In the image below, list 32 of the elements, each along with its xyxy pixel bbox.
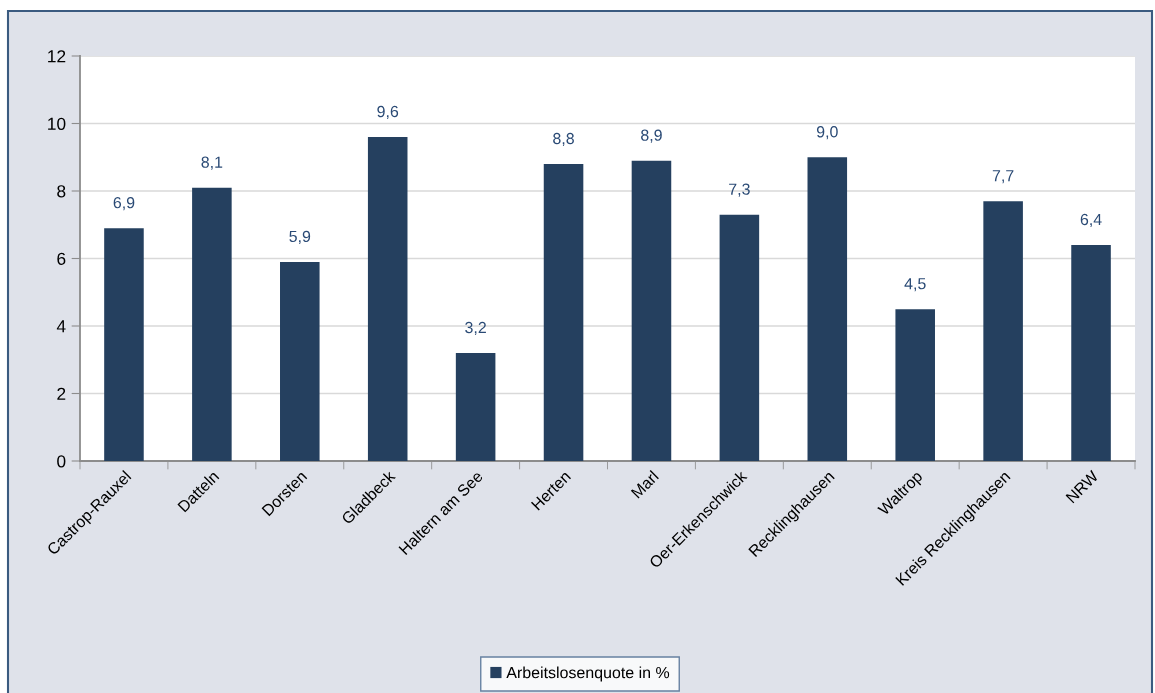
data-label: 8,9 bbox=[641, 129, 662, 143]
legend-label: Arbeitslosenquote in % bbox=[506, 666, 670, 682]
y-tick-label: 0 bbox=[57, 455, 66, 468]
data-label: 3,2 bbox=[465, 321, 486, 336]
y-tick-label: 6 bbox=[57, 252, 66, 265]
bar bbox=[104, 228, 144, 461]
bar bbox=[1071, 245, 1111, 461]
bar bbox=[895, 309, 935, 461]
y-tick-label: 4 bbox=[56, 320, 66, 333]
y-tick-label: 12 bbox=[48, 50, 66, 63]
bar bbox=[192, 187, 232, 461]
y-tick-label: 10 bbox=[48, 117, 66, 130]
bar bbox=[455, 353, 496, 461]
bar bbox=[719, 214, 760, 461]
data-label: 7,3 bbox=[729, 183, 750, 197]
bar bbox=[807, 157, 848, 461]
bar bbox=[631, 160, 672, 461]
bar bbox=[280, 261, 320, 461]
y-tick-label: 2 bbox=[57, 387, 66, 400]
data-label: 8,8 bbox=[553, 132, 574, 147]
y-tick-label: 8 bbox=[57, 185, 66, 198]
bar bbox=[543, 164, 584, 461]
data-label: 6,9 bbox=[113, 196, 135, 211]
data-label: 6,4 bbox=[1080, 213, 1102, 228]
data-label: 4,5 bbox=[904, 278, 926, 292]
data-label: 8,1 bbox=[201, 156, 223, 170]
data-label: 7,7 bbox=[992, 170, 1014, 184]
data-label: 5,9 bbox=[289, 230, 311, 244]
bar bbox=[983, 201, 1023, 461]
bar bbox=[367, 137, 408, 461]
data-label: 9,6 bbox=[377, 105, 399, 120]
data-label: 9,0 bbox=[816, 126, 838, 140]
